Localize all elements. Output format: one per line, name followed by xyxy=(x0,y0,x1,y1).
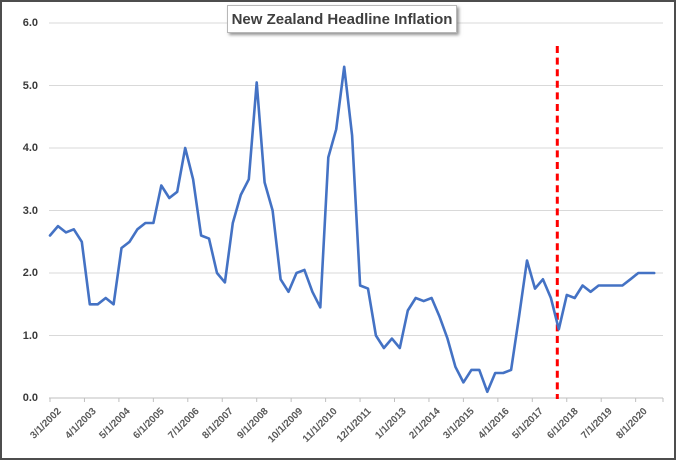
y-axis-label: 0.0 xyxy=(22,392,38,404)
y-axis-label: 6.0 xyxy=(22,17,38,29)
inflation-line-series xyxy=(48,65,656,394)
chart-title: New Zealand Headline Inflation xyxy=(231,10,453,28)
chart-title-box: New Zealand Headline Inflation xyxy=(227,5,457,33)
y-axis-label: 1.0 xyxy=(22,329,38,342)
y-axis-label: 4.0 xyxy=(22,142,38,154)
y-axis-label: 3.0 xyxy=(22,204,38,217)
y-axis-label: 2.0 xyxy=(22,267,38,279)
y-axis-label: 5.0 xyxy=(22,79,38,92)
